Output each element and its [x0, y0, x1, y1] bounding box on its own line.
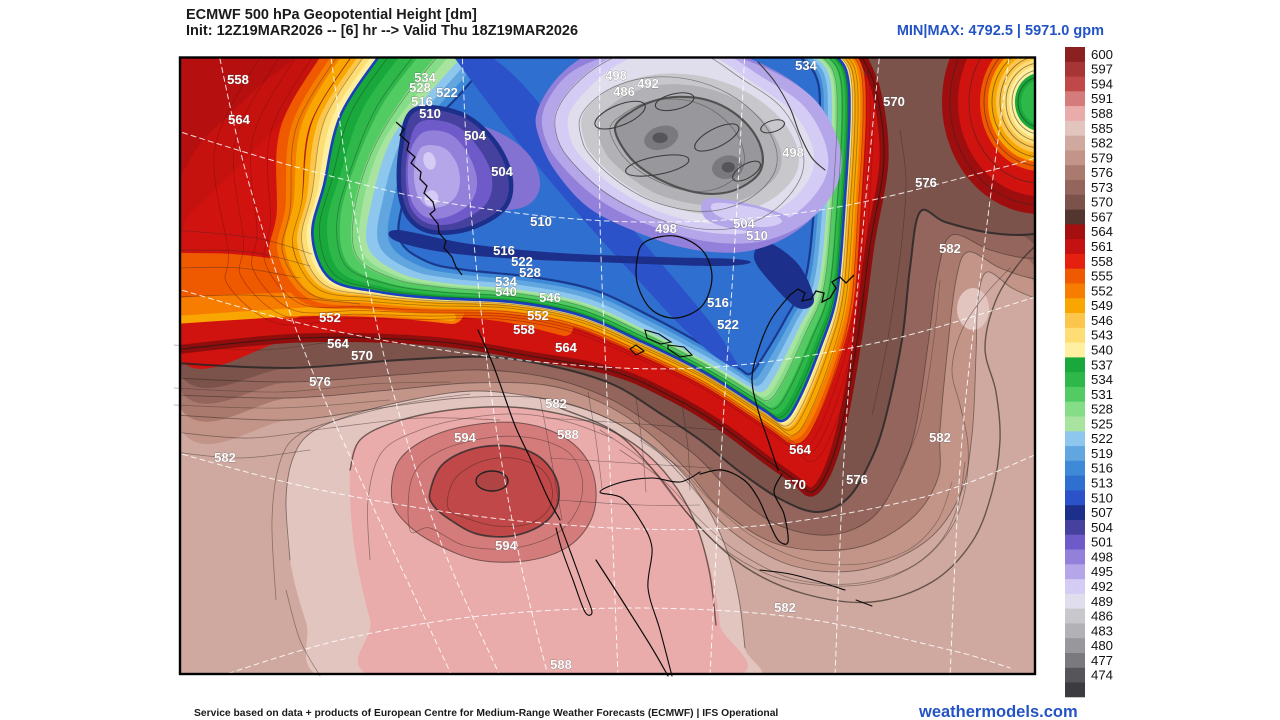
- svg-text:534: 534: [1091, 372, 1113, 387]
- svg-text:573: 573: [1091, 180, 1113, 195]
- svg-text:579: 579: [1091, 150, 1113, 165]
- svg-text:555: 555: [1091, 269, 1113, 284]
- svg-text:588: 588: [550, 657, 572, 672]
- svg-text:492: 492: [1091, 579, 1113, 594]
- svg-text:504: 504: [491, 164, 513, 179]
- svg-text:576: 576: [846, 472, 868, 487]
- svg-text:486: 486: [613, 84, 635, 99]
- svg-text:498: 498: [1091, 549, 1113, 564]
- svg-text:477: 477: [1091, 653, 1113, 668]
- svg-text:528: 528: [1091, 402, 1113, 417]
- svg-text:522: 522: [1091, 431, 1113, 446]
- svg-text:600: 600: [1091, 47, 1113, 62]
- svg-text:582: 582: [214, 450, 236, 465]
- svg-text:558: 558: [1091, 254, 1113, 269]
- svg-text:498: 498: [782, 145, 804, 160]
- svg-text:576: 576: [915, 175, 937, 190]
- svg-text:582: 582: [929, 430, 951, 445]
- svg-text:534: 534: [414, 70, 436, 85]
- svg-text:501: 501: [1091, 535, 1113, 550]
- svg-text:516: 516: [1091, 461, 1113, 476]
- svg-text:570: 570: [883, 94, 905, 109]
- svg-text:594: 594: [495, 538, 517, 553]
- svg-text:576: 576: [1091, 165, 1113, 180]
- svg-text:537: 537: [1091, 357, 1113, 372]
- svg-text:588: 588: [557, 427, 579, 442]
- svg-text:504: 504: [1091, 520, 1113, 535]
- svg-text:522: 522: [717, 317, 739, 332]
- svg-text:507: 507: [1091, 505, 1113, 520]
- svg-text:483: 483: [1091, 623, 1113, 638]
- svg-text:534: 534: [495, 274, 517, 289]
- svg-text:582: 582: [1091, 136, 1113, 151]
- svg-text:510: 510: [1091, 490, 1113, 505]
- svg-text:weathermodels.com: weathermodels.com: [918, 703, 1078, 720]
- svg-text:528: 528: [519, 265, 541, 280]
- svg-text:564: 564: [228, 112, 250, 127]
- svg-text:480: 480: [1091, 638, 1113, 653]
- svg-text:498: 498: [655, 221, 677, 236]
- svg-text:576: 576: [309, 374, 331, 389]
- svg-text:570: 570: [784, 477, 806, 492]
- svg-text:549: 549: [1091, 298, 1113, 313]
- svg-text:498: 498: [605, 68, 627, 83]
- svg-text:513: 513: [1091, 476, 1113, 491]
- svg-text:564: 564: [1091, 224, 1113, 239]
- svg-text:546: 546: [539, 290, 561, 305]
- svg-text:531: 531: [1091, 387, 1113, 402]
- svg-text:540: 540: [1091, 343, 1113, 358]
- svg-text:570: 570: [351, 348, 373, 363]
- svg-text:522: 522: [436, 85, 458, 100]
- svg-text:516: 516: [493, 243, 515, 258]
- svg-text:510: 510: [419, 106, 441, 121]
- svg-text:528: 528: [409, 80, 431, 95]
- svg-text:594: 594: [454, 430, 476, 445]
- svg-text:525: 525: [1091, 416, 1113, 431]
- svg-text:510: 510: [530, 214, 552, 229]
- svg-text:552: 552: [319, 310, 341, 325]
- svg-text:534: 534: [795, 58, 817, 73]
- svg-text:570: 570: [1091, 195, 1113, 210]
- svg-text:Service based on data + produc: Service based on data + products of Euro…: [194, 708, 778, 719]
- svg-text:591: 591: [1091, 91, 1113, 106]
- svg-text:546: 546: [1091, 313, 1113, 328]
- svg-text:492: 492: [637, 76, 659, 91]
- svg-text:540: 540: [495, 284, 517, 299]
- svg-text:588: 588: [1091, 106, 1113, 121]
- svg-text:519: 519: [1091, 446, 1113, 461]
- svg-text:MIN|MAX: 4792.5 | 5971.0 gpm: MIN|MAX: 4792.5 | 5971.0 gpm: [897, 23, 1104, 39]
- svg-text:ECMWF 500 hPa Geopotential Hei: ECMWF 500 hPa Geopotential Height [dm]: [186, 7, 477, 23]
- svg-text:516: 516: [707, 295, 729, 310]
- svg-text:522: 522: [511, 254, 533, 269]
- svg-text:582: 582: [545, 396, 567, 411]
- svg-text:474: 474: [1091, 668, 1113, 683]
- svg-text:594: 594: [1091, 77, 1113, 92]
- svg-text:489: 489: [1091, 594, 1113, 609]
- svg-text:Init: 12Z19MAR2026 -- [6] hr -: Init: 12Z19MAR2026 -- [6] hr --> Valid T…: [186, 23, 578, 39]
- svg-text:543: 543: [1091, 328, 1113, 343]
- svg-text:504: 504: [733, 216, 755, 231]
- svg-text:486: 486: [1091, 609, 1113, 624]
- svg-text:585: 585: [1091, 121, 1113, 136]
- svg-text:510: 510: [746, 228, 768, 243]
- svg-text:597: 597: [1091, 62, 1113, 77]
- svg-text:504: 504: [464, 128, 486, 143]
- svg-text:516: 516: [411, 94, 433, 109]
- svg-text:564: 564: [327, 336, 349, 351]
- svg-text:582: 582: [774, 600, 796, 615]
- svg-text:561: 561: [1091, 239, 1113, 254]
- svg-text:567: 567: [1091, 210, 1113, 225]
- svg-text:558: 558: [513, 322, 535, 337]
- svg-text:552: 552: [1091, 283, 1113, 298]
- svg-text:564: 564: [555, 340, 577, 355]
- svg-text:564: 564: [789, 442, 811, 457]
- svg-text:552: 552: [527, 308, 549, 323]
- svg-text:558: 558: [227, 72, 249, 87]
- svg-text:495: 495: [1091, 564, 1113, 579]
- svg-text:582: 582: [939, 241, 961, 256]
